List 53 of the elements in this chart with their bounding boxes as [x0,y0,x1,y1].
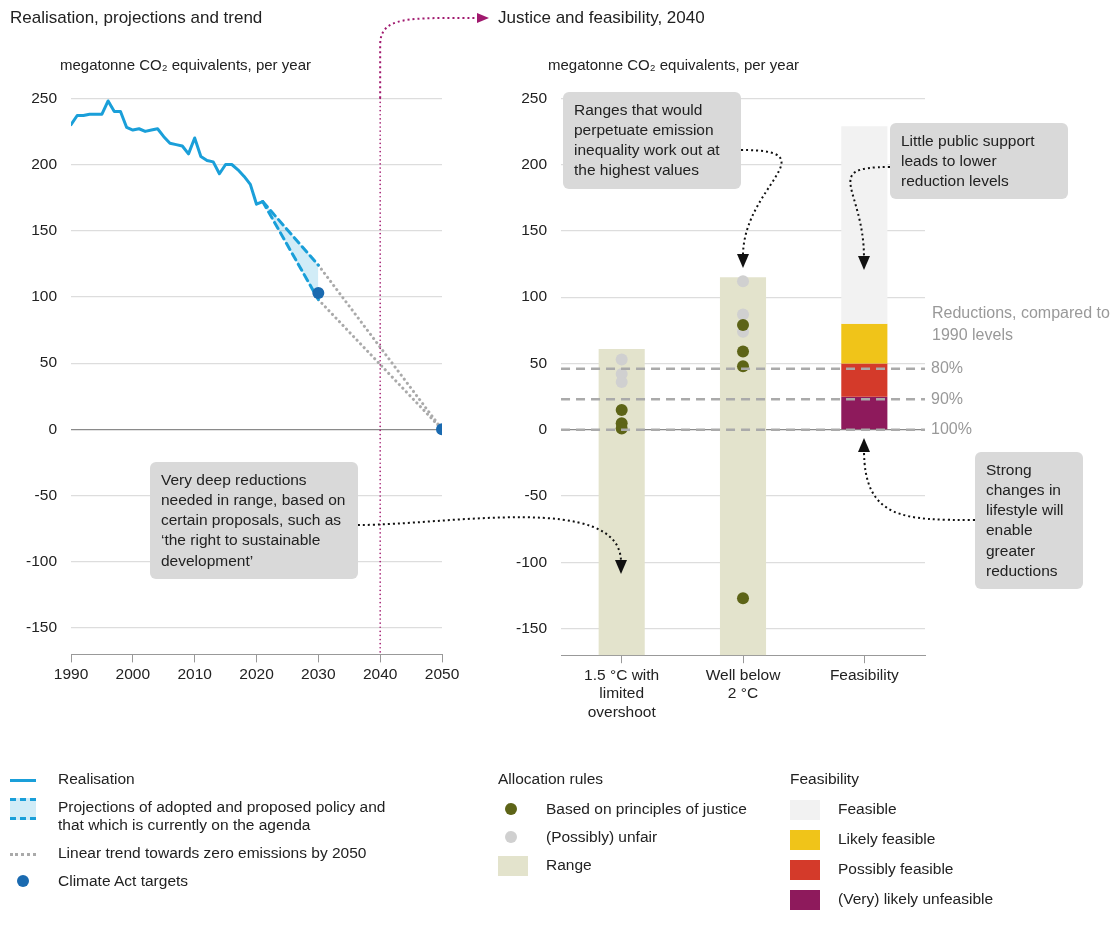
annotation: Little public support leads to lower reduction levels [890,123,1068,200]
legend-label: Projections of adopted and proposed policy and that which is currently on the agenda [58,798,387,834]
text: 90% [931,389,964,407]
chart-title: Realisation, projections and trend [10,8,263,28]
y-tick-label: 0 [538,420,548,438]
legend-label: Climate Act targets [58,872,189,890]
x-tick-label: 1990 [53,664,89,682]
x-tick-label: 2020 [239,664,275,682]
legend-label: Likely feasible [838,830,936,848]
y-tick-label: -50 [524,486,548,504]
text: Reductions, compared to 1990 levels [932,303,1111,346]
legend-label: (Very) likely unfeasible [838,890,994,908]
y-tick-label: -100 [25,552,58,569]
legend-label: Realisation [58,770,135,788]
y-tick-label: -100 [515,552,548,570]
text: Strong changes in lifestyle will enable greater reductions [975,452,1083,589]
y-tick-label: 250 [521,88,548,106]
legend-title: Allocation rules [498,770,605,788]
text: 80% [931,359,964,377]
x-tick-label: 1.5 °C with limited overshoot [584,665,660,720]
y-tick-label: 200 [31,154,58,172]
y-tick-label: 0 [48,419,58,437]
legend-label: Range [546,856,592,874]
annotation: Ranges that would perpetuate emission inequality work out at the highest values [563,92,741,189]
y-tick-label: 150 [521,221,548,239]
y-tick-label: 250 [31,88,58,106]
y-tick-label: 150 [31,220,58,238]
y-tick-label: 50 [529,353,548,371]
x-tick-label: Feasibility [829,665,900,683]
y-tick-label: 200 [521,154,548,172]
legend-label: (Possibly) unfair [546,828,658,846]
x-tick-label: 2030 [301,664,336,682]
y-tick-label: -150 [25,618,58,636]
y-tick-label: 50 [39,353,58,371]
y-tick-label: 100 [31,287,58,305]
legend-label: Based on principles of justice [546,800,747,818]
x-tick-label: 2040 [362,664,398,682]
x-tick-label: 2000 [115,664,151,682]
x-tick-label: Well below 2 °C [705,665,782,702]
legend-label: Feasible [838,800,897,818]
x-tick-label: 2010 [177,664,213,682]
text: 100% [931,420,972,438]
text: Feasibility [790,770,860,788]
y-axis-title: megatonne CO₂ equivalents, per year [60,56,311,73]
y-tick-label: -50 [34,485,58,503]
legend-label: Linear trend towards zero emissions by 2050 [58,844,367,862]
x-tick-label: 2050 [424,664,460,682]
chart-title: Justice and feasibility, 2040 [498,8,705,28]
y-tick-label: 100 [521,287,548,305]
legend-label: Possibly feasible [838,860,954,878]
y-tick-label: -150 [515,618,548,636]
y-axis-title: megatonne CO₂ equivalents, per year [548,56,799,73]
annotation: Very deep reductions needed in range, based on certain proposals, such as ‘the right to sustainable development’ [150,462,358,579]
